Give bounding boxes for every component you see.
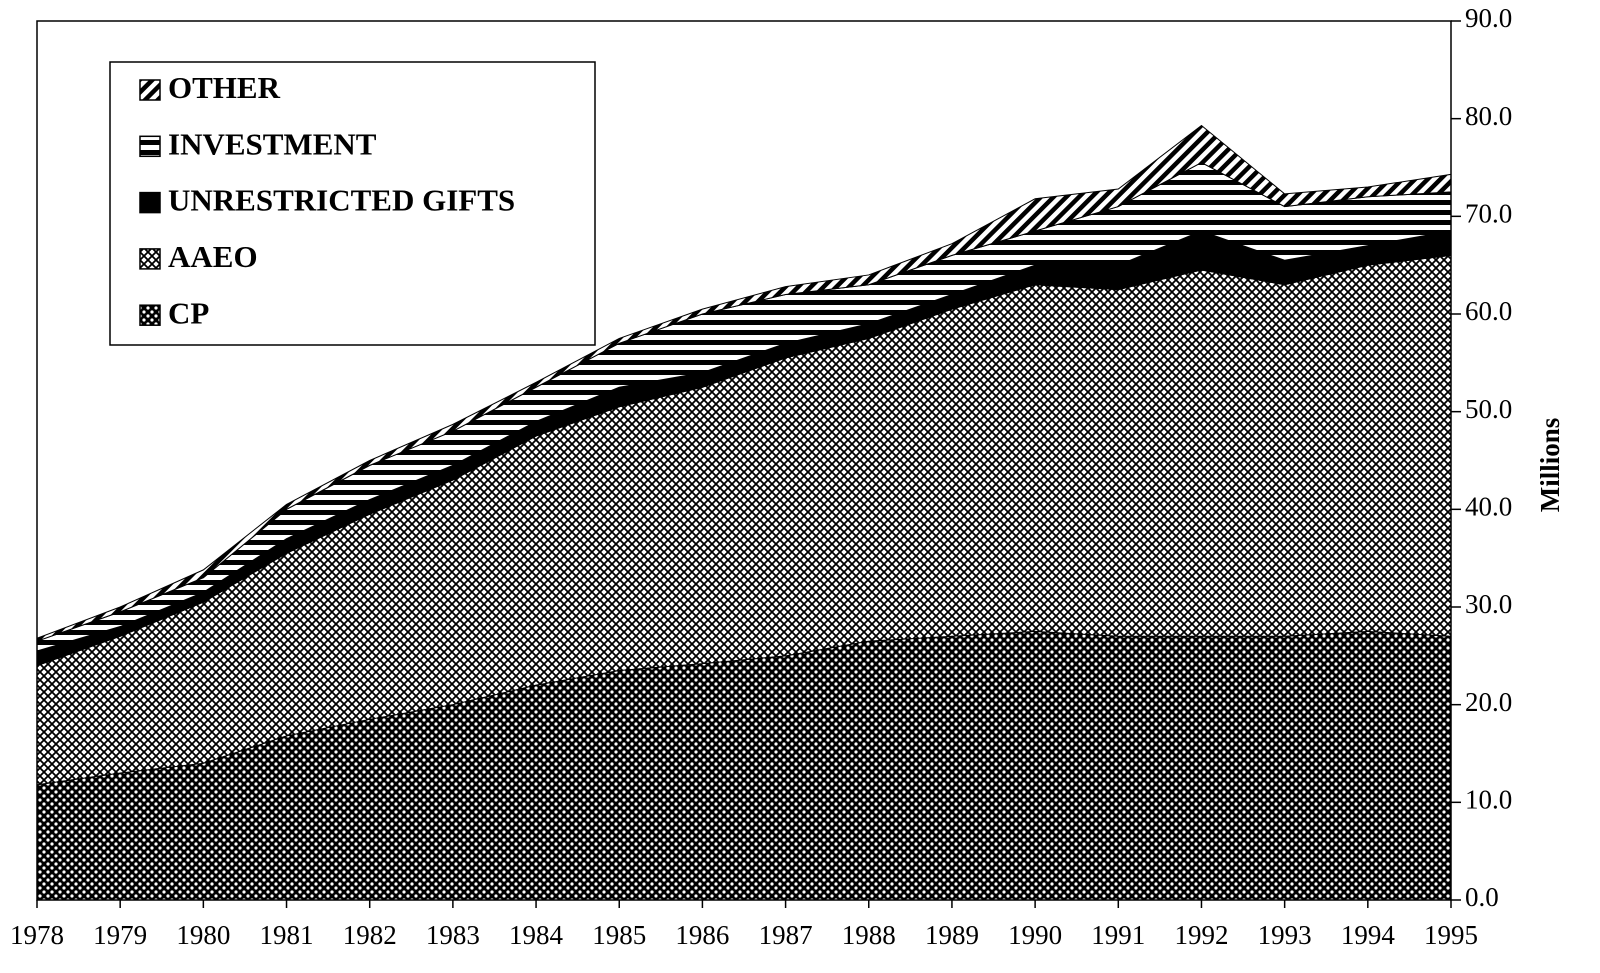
- x-tick-label: 1978: [10, 920, 64, 950]
- x-tick-label: 1994: [1341, 920, 1396, 950]
- y-axis-label: Millions: [1535, 418, 1565, 513]
- y-tick-label: 30.0: [1465, 589, 1512, 619]
- x-tick-label: 1990: [1008, 920, 1062, 950]
- x-tick-label: 1989: [925, 920, 979, 950]
- legend-label: UNRESTRICTED GIFTS: [168, 183, 515, 218]
- x-tick-label: 1991: [1091, 920, 1145, 950]
- y-tick-label: 40.0: [1465, 492, 1512, 522]
- x-tick-label: 1982: [343, 920, 397, 950]
- x-tick-label: 1983: [426, 920, 480, 950]
- y-tick-label: 80.0: [1465, 101, 1512, 131]
- plot-frame: [36, 20, 1452, 901]
- legend-swatch: [139, 79, 161, 101]
- x-tick-label: 1995: [1424, 920, 1478, 950]
- y-tick-label: 70.0: [1465, 199, 1512, 229]
- x-tick-label: 1993: [1258, 920, 1312, 950]
- x-tick-label: 1980: [176, 920, 230, 950]
- x-tick-label: 1988: [842, 920, 896, 950]
- y-tick-label: 60.0: [1465, 296, 1512, 326]
- legend-label: INVESTMENT: [168, 126, 377, 161]
- legend-swatch: [139, 135, 161, 158]
- x-tick-label: 1987: [759, 920, 813, 950]
- y-tick-label: 10.0: [1465, 785, 1512, 815]
- x-tick-label: 1979: [93, 920, 147, 950]
- y-tick-label: 20.0: [1465, 687, 1512, 717]
- x-tick-label: 1984: [509, 920, 564, 950]
- legend-box: [109, 61, 596, 346]
- y-tick-label: 0.0: [1465, 882, 1499, 912]
- x-tick-label: 1986: [675, 920, 729, 950]
- legend-swatch: [139, 304, 161, 326]
- x-tick-label: 1992: [1174, 920, 1228, 950]
- y-tick-label: 90.0: [1465, 3, 1512, 33]
- legend-label: CP: [168, 295, 209, 330]
- legend-label: AAEO: [168, 239, 258, 274]
- legend-label: OTHER: [168, 70, 281, 105]
- x-tick-label: 1985: [592, 920, 646, 950]
- y-tick-label: 50.0: [1465, 394, 1512, 424]
- legend-swatch: [139, 191, 161, 214]
- x-tick-label: 1981: [260, 920, 314, 950]
- legend-swatch: [139, 248, 161, 270]
